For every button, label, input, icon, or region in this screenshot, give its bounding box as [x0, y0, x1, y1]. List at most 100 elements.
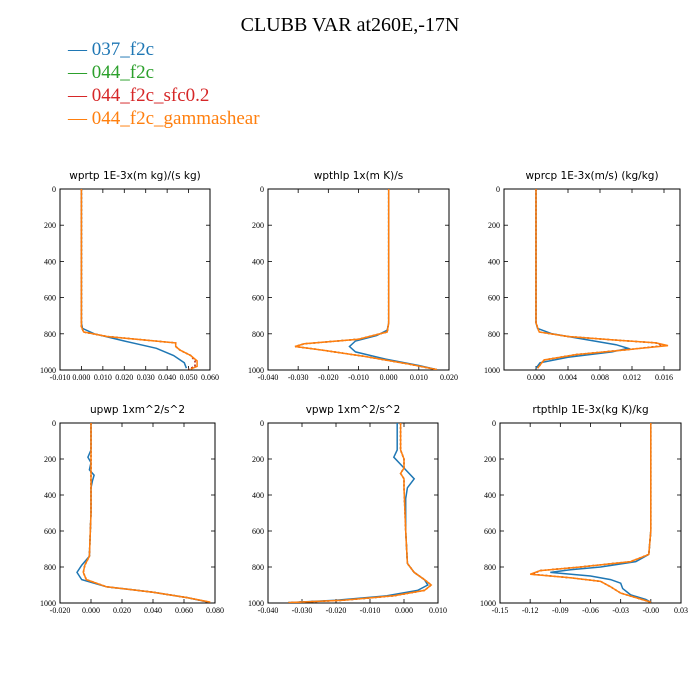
x-tick-label: -0.12: [522, 606, 539, 615]
x-tick-label: 0.000: [380, 373, 398, 382]
x-tick-label: 0.040: [144, 606, 162, 615]
y-tick-label: 200: [252, 221, 264, 230]
x-tick-label: -0.030: [288, 373, 309, 382]
y-tick-label: 600: [488, 294, 500, 303]
x-tick-label: 0.020: [113, 606, 131, 615]
series-line-044-f2c-gammashear: [80, 189, 198, 370]
series-line-037-f2c: [550, 423, 652, 603]
x-tick-label: -0.040: [258, 606, 279, 615]
series-line-044-f2c: [80, 189, 196, 370]
y-tick-label: 200: [44, 221, 56, 230]
series-line-037-f2c: [535, 189, 631, 369]
x-tick-label: 0.010: [429, 606, 447, 615]
series-line-044-f2c: [82, 423, 209, 603]
panel-6: rtpthlp 1E-3x(kg K)/kg02004006008001000-…: [480, 404, 688, 615]
series-line-044-f2c-gammashear: [82, 423, 211, 603]
y-tick-label: 400: [252, 257, 264, 266]
panel-3: wprcp 1E-3x(m/s) (kg/kg) 0 200 400 600 800 100…: [484, 170, 681, 382]
series-line-044-f2c-gammashear: [529, 423, 652, 603]
x-tick-label: -0.010: [348, 373, 369, 382]
plot-frame: [503, 188, 681, 371]
x-tick-label: 0.000: [527, 373, 545, 382]
y-tick-label: 0: [52, 419, 56, 428]
plot-frame: [59, 188, 211, 371]
series-line-044-f2c-sfc0-2: [80, 189, 196, 370]
y-tick-label: 800: [252, 330, 264, 339]
x-tick-label: 0.050: [180, 373, 198, 382]
y-tick-label: 1000: [40, 366, 56, 375]
x-tick-label: -0.06: [582, 606, 599, 615]
series-line-044-f2c: [288, 423, 433, 603]
series-line-037-f2c: [348, 189, 438, 370]
x-tick-label: -0.09: [552, 606, 569, 615]
y-tick-label: 400: [488, 257, 500, 266]
panel-5: vpwp 1xm^2/s^2 0 200 400 600 800 1000-0.040 -0.…: [248, 404, 447, 615]
y-tick-label: 200: [252, 455, 264, 464]
y-tick-label: 0: [260, 419, 264, 428]
y-tick-label: 1000: [484, 366, 500, 375]
y-tick-label: 400: [252, 491, 264, 500]
y-tick-label: 1000: [248, 366, 264, 375]
x-tick-label: 0.000: [82, 606, 100, 615]
x-tick-label: 0.040: [158, 373, 176, 382]
y-tick-label: 200: [488, 221, 500, 230]
x-tick-label: -0.020: [318, 373, 339, 382]
y-tick-label: 800: [488, 330, 500, 339]
y-tick-label: 200: [44, 455, 56, 464]
y-tick-label: 400: [484, 491, 496, 500]
plot-frame: [59, 422, 216, 604]
panel-4: upwp 1xm^2/s^2 0 200 400 600 800 1000-0.020 0.0…: [40, 404, 224, 615]
panel-title: wprtp 1E-3x(m kg)/(s kg): [69, 170, 200, 182]
legend-item-044-f2c-sfc0.2: — 044_f2c_sfc0.2: [68, 85, 210, 106]
series-line-044-f2c-gammashear: [535, 189, 669, 369]
y-tick-label: 0: [52, 185, 56, 194]
x-tick-label: 0.020: [440, 373, 458, 382]
legend-item-037-f2c: — 037_f2c: [68, 39, 155, 60]
panel-title: vpwp 1xm^2/s^2: [306, 404, 401, 416]
series-line-037-f2c: [288, 423, 429, 603]
y-tick-label: 1000: [40, 599, 56, 608]
series-line-037-f2c: [76, 423, 209, 603]
y-tick-label: 600: [252, 527, 264, 536]
legend-item-044-f2c: — 044_f2c: [68, 62, 155, 83]
x-tick-label: 0.016: [655, 373, 673, 382]
series-line-037-f2c: [80, 189, 188, 369]
x-tick-label: 0.012: [623, 373, 641, 382]
x-tick-label: -0.020: [50, 606, 71, 615]
x-tick-label: 0.008: [591, 373, 609, 382]
y-tick-label: 0: [260, 185, 264, 194]
x-tick-label: 0.010: [94, 373, 112, 382]
y-tick-label: 400: [44, 491, 56, 500]
y-tick-label: 600: [44, 527, 56, 536]
series-line-044-f2c-gammashear: [294, 189, 438, 370]
y-tick-label: 800: [484, 563, 496, 572]
y-tick-label: 800: [44, 563, 56, 572]
plot-frame: [267, 422, 439, 604]
x-tick-label: 0.004: [559, 373, 577, 382]
panel-2: wpthlp 1x(m K)/s02004006008001000-0.040-…: [248, 170, 458, 382]
x-tick-label: -0.15: [492, 606, 509, 615]
panel-title: wpthlp 1x(m K)/s: [314, 170, 404, 182]
x-tick-label: -0.010: [50, 373, 71, 382]
x-tick-label: -0.00: [642, 606, 659, 615]
series-line-044-f2c-sfc0-2: [82, 423, 209, 603]
y-tick-label: 800: [252, 563, 264, 572]
x-tick-label: 0.080: [206, 606, 224, 615]
y-tick-label: 0: [496, 185, 500, 194]
series-line-044-f2c-sfc0-2: [288, 423, 433, 603]
x-tick-label: 0.030: [137, 373, 155, 382]
x-tick-label: -0.030: [292, 606, 313, 615]
x-tick-label: 0.03: [674, 606, 688, 615]
x-tick-label: 0.010: [410, 373, 428, 382]
chart-title: CLUBB VAR at260E,-17N: [240, 14, 460, 36]
x-tick-label: -0.040: [258, 373, 279, 382]
y-tick-label: 600: [484, 527, 496, 536]
x-tick-label: -0.010: [360, 606, 381, 615]
y-tick-label: 600: [252, 294, 264, 303]
y-tick-label: 200: [484, 455, 496, 464]
x-tick-label: 0.000: [395, 606, 413, 615]
y-tick-label: 0: [492, 419, 496, 428]
plot-frame: [267, 188, 450, 371]
x-tick-label: 0.060: [175, 606, 193, 615]
